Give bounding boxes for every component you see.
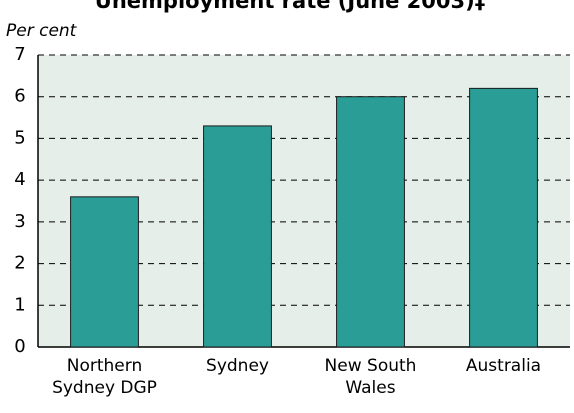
bar (70, 196, 139, 348)
x-tick-label: Australia (465, 356, 542, 376)
y-tick-label: 2 (14, 253, 25, 274)
bar (336, 96, 405, 348)
y-tick-label: 0 (14, 336, 25, 357)
bar (203, 125, 272, 348)
y-tick-label: 6 (14, 86, 25, 107)
y-tick-label: 7 (14, 44, 25, 65)
y-tick-label: 1 (14, 294, 25, 315)
chart-title: Unemployment rate (June 2003)‡ (95, 0, 485, 13)
bar (469, 87, 538, 348)
y-tick-label: 5 (14, 127, 25, 148)
y-axis-label: Per cent (6, 21, 78, 41)
x-tick-label: Northern Sydney DGP (52, 356, 157, 398)
y-tick-label: 3 (14, 211, 25, 232)
x-tick-label: New South Wales (324, 356, 417, 398)
x-tick-label: Sydney (206, 356, 269, 376)
y-tick-label: 4 (14, 169, 25, 190)
